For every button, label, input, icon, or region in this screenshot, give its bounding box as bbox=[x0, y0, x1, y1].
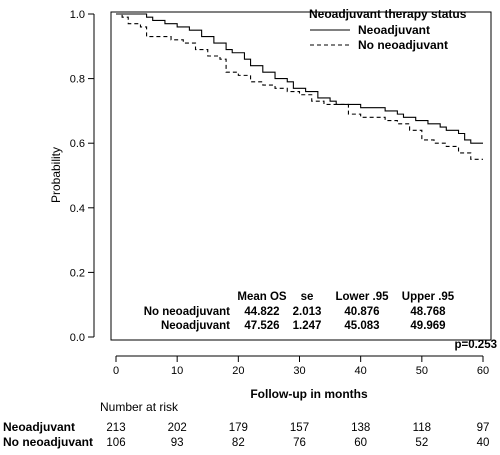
risk-cell: 213 bbox=[106, 422, 125, 434]
risk-row-group: No neoadjuvant bbox=[3, 435, 93, 449]
stats-cell: 40.876 bbox=[344, 306, 379, 318]
x-tick-label: 20 bbox=[232, 365, 244, 377]
risk-cell: 157 bbox=[290, 422, 309, 434]
x-tick-label: 60 bbox=[477, 365, 489, 377]
y-tick-label: 0.4 bbox=[70, 203, 85, 215]
series-line-neoadjuvant bbox=[116, 13, 483, 144]
stats-cell: 49.969 bbox=[410, 320, 445, 332]
x-tick-label: 0 bbox=[113, 365, 119, 377]
risk-cell: 76 bbox=[293, 437, 306, 449]
risk-cell: 118 bbox=[413, 422, 431, 434]
legend-label: No neoadjuvant bbox=[358, 38, 448, 52]
stats-cell: 2.013 bbox=[293, 306, 322, 318]
risk-cell: 52 bbox=[415, 437, 428, 449]
x-tick-label: 40 bbox=[355, 365, 367, 377]
stats-header: Lower .95 bbox=[335, 291, 389, 303]
y-tick-label: 0.8 bbox=[70, 74, 85, 86]
y-tick-label: 0.2 bbox=[70, 267, 85, 279]
stats-header: Upper .95 bbox=[402, 291, 455, 303]
stats-cell: 1.247 bbox=[293, 320, 322, 332]
risk-cell: 138 bbox=[351, 422, 370, 434]
stats-cell: 44.822 bbox=[244, 306, 279, 318]
stats-row-group: Neoadjuvant bbox=[161, 320, 230, 332]
risk-cell: 97 bbox=[477, 422, 490, 434]
stats-header: Mean OS bbox=[237, 291, 287, 303]
stats-cell: 45.083 bbox=[344, 320, 379, 332]
stats-cell: 48.768 bbox=[410, 306, 446, 318]
y-axis-title: Probability bbox=[49, 147, 63, 203]
x-axis-title: Follow-up in months bbox=[250, 387, 368, 401]
risk-cell: 82 bbox=[232, 437, 245, 449]
legend-title: Neoadjuvant therapy status bbox=[309, 7, 467, 21]
number-at-risk-title: Number at risk bbox=[100, 400, 179, 414]
stats-header: se bbox=[301, 291, 314, 303]
y-tick-label: 1.0 bbox=[70, 9, 85, 21]
x-tick-label: 50 bbox=[416, 365, 428, 377]
stats-row-group: No neoadjuvant bbox=[144, 306, 230, 318]
risk-cell: 106 bbox=[106, 437, 125, 449]
p-value-label: p=0.253 bbox=[454, 339, 497, 351]
stats-cell: 47.526 bbox=[244, 320, 279, 332]
y-tick-label: 0.0 bbox=[70, 332, 85, 344]
risk-cell: 179 bbox=[229, 422, 248, 434]
risk-row-group: Neoadjuvant bbox=[3, 420, 75, 434]
legend-label: Neoadjuvant bbox=[358, 23, 430, 37]
series-line-no-neoadjuvant bbox=[116, 13, 483, 160]
risk-cell: 93 bbox=[171, 437, 184, 449]
risk-cell: 60 bbox=[354, 437, 367, 449]
risk-cell: 202 bbox=[168, 422, 187, 434]
plot-frame bbox=[110, 11, 492, 341]
y-tick-label: 0.6 bbox=[70, 138, 85, 150]
plot-area bbox=[110, 11, 492, 341]
risk-cell: 40 bbox=[477, 437, 490, 449]
x-tick-label: 10 bbox=[171, 365, 183, 377]
x-tick-label: 30 bbox=[293, 365, 305, 377]
